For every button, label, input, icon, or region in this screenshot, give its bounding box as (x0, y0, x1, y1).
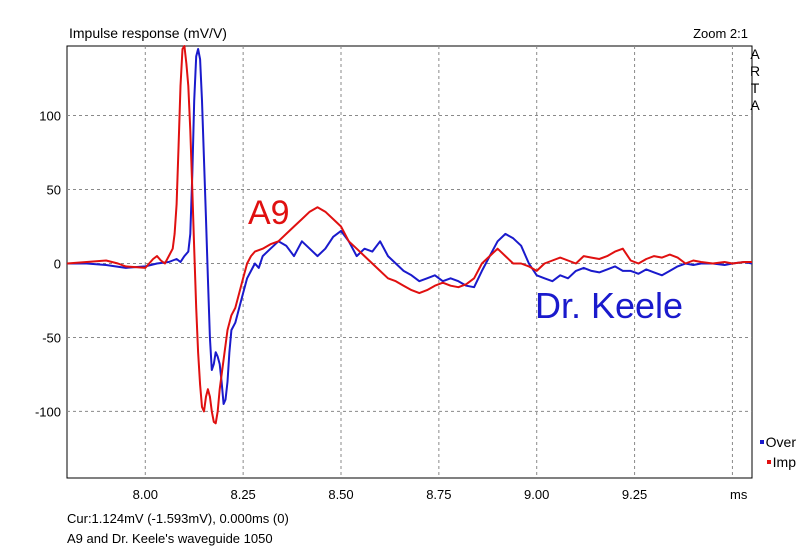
legend-swatch-imp-icon (766, 460, 771, 464)
legend-item-imp[interactable]: Imp (766, 454, 796, 470)
series-layer (66, 45, 753, 425)
brand-letter-a1: A (750, 46, 760, 62)
series-line-imp (66, 45, 752, 425)
legend-label-over: Over (765, 434, 796, 450)
y-tick-label: 0 (54, 256, 61, 271)
grid-layer (67, 46, 752, 478)
x-tick-label: 8.50 (328, 487, 353, 502)
y-tick-label: -50 (42, 330, 61, 345)
y-tick-label: -100 (35, 404, 61, 419)
annotation-a9: A9 (248, 194, 290, 232)
x-tick-label: 9.00 (524, 487, 549, 502)
annotation-dr-keele: Dr. Keele (535, 285, 683, 326)
y-tick-label: 100 (39, 109, 61, 124)
measurement-caption: A9 and Dr. Keele's waveguide 1050 (67, 531, 273, 546)
tick-layer: 8.00 8.25 8.50 8.75 9.00 9.25 100 50 0 -50 -100 (35, 109, 647, 502)
legend-label-imp: Imp (772, 454, 796, 470)
x-axis-unit: ms (730, 487, 748, 502)
series-line-over (67, 48, 753, 405)
brand-letter-t: T (750, 80, 760, 96)
y-tick-label: 50 (47, 183, 61, 198)
x-tick-label: 8.25 (230, 487, 255, 502)
brand-letter-r: R (749, 63, 761, 79)
zoom-level: Zoom 2:1 (693, 26, 748, 41)
chart-title: Impulse response (mV/V) (69, 25, 227, 41)
x-tick-label: 8.00 (133, 487, 158, 502)
brand-letter-a2: A (750, 97, 760, 113)
legend-item-over[interactable]: Over (759, 434, 796, 450)
legend-swatch-over-icon (759, 440, 764, 444)
x-tick-label: 8.75 (426, 487, 451, 502)
x-tick-label: 9.25 (622, 487, 647, 502)
cursor-readout: Cur:1.124mV (-1.593mV), 0.000ms (0) (67, 511, 289, 526)
